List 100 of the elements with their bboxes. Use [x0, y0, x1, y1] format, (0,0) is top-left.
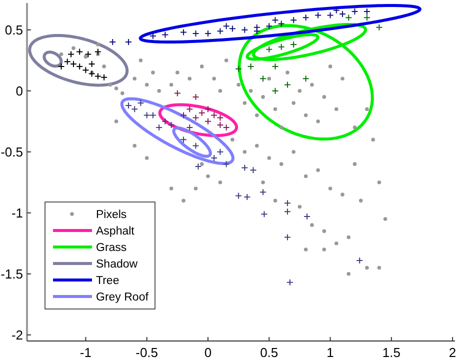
y-tick-label: -1.5 [0, 266, 23, 282]
point [204, 30, 212, 38]
point [241, 164, 248, 172]
point [204, 106, 212, 113]
point [180, 112, 188, 119]
point [278, 20, 285, 28]
point [68, 50, 75, 58]
point [235, 65, 242, 72]
point [284, 208, 291, 216]
point [290, 16, 298, 24]
y-tick-label: 0 [16, 83, 23, 98]
point [149, 112, 156, 119]
point [180, 28, 188, 36]
point [286, 278, 294, 286]
point [109, 38, 116, 46]
point [94, 72, 102, 80]
point [332, 6, 340, 14]
point [253, 28, 260, 35]
x-tick-label: 1 [326, 345, 334, 360]
legend-label: Pixels [96, 209, 127, 221]
point [192, 30, 200, 38]
point [284, 234, 291, 241]
point [143, 112, 150, 119]
point [194, 163, 202, 170]
point [314, 12, 322, 19]
x-tick-label: 0.5 [260, 345, 278, 360]
point [64, 58, 71, 66]
point [290, 40, 298, 48]
point [272, 62, 279, 70]
point [304, 213, 311, 220]
point [84, 50, 92, 58]
y-tick-label: 0.5 [4, 22, 23, 38]
point [100, 74, 108, 81]
point [76, 48, 84, 56]
point [363, 14, 370, 22]
point [247, 62, 254, 70]
point [88, 70, 96, 78]
y-tick-label: -1 [11, 205, 23, 220]
point [174, 90, 181, 97]
legend-label: Tree [96, 275, 120, 287]
point [216, 28, 224, 35]
x-tick-label: 2 [448, 345, 456, 360]
point [216, 114, 224, 122]
point [124, 102, 132, 109]
point [76, 62, 84, 70]
legend-label: Shadow [96, 258, 138, 270]
point [260, 188, 267, 196]
point [345, 14, 352, 22]
x-tick-label: -0.5 [136, 345, 158, 360]
point [168, 122, 175, 129]
point [222, 160, 230, 168]
point [278, 43, 285, 50]
point [241, 26, 248, 34]
point [192, 114, 200, 122]
point [284, 81, 291, 88]
point [186, 124, 194, 131]
legend-label: Grass [96, 242, 127, 254]
point [253, 24, 260, 31]
point [216, 122, 224, 129]
point [338, 10, 346, 18]
point [88, 60, 96, 68]
point [266, 46, 273, 53]
point [162, 31, 169, 38]
point [272, 16, 279, 24]
x-tick-label: 0 [204, 345, 212, 360]
point [244, 194, 251, 201]
point [228, 25, 236, 32]
point [376, 24, 383, 31]
point [351, 8, 358, 16]
x-tick-label: -1 [80, 345, 92, 360]
legend-label: Asphalt [96, 226, 136, 238]
point [180, 136, 188, 144]
point [260, 210, 268, 218]
point [204, 118, 212, 125]
legend-label: Grey Roof [96, 292, 150, 304]
point [82, 66, 90, 74]
point [131, 106, 138, 113]
point [149, 32, 156, 40]
point [124, 38, 132, 46]
point [302, 75, 310, 82]
point [235, 192, 242, 200]
point [284, 200, 291, 207]
point [70, 60, 77, 68]
point [260, 75, 267, 82]
y-tick-label: -0.5 [0, 144, 23, 160]
point [250, 166, 257, 174]
point [58, 62, 65, 70]
point [272, 87, 279, 94]
point [216, 148, 224, 156]
point [222, 22, 230, 30]
point [326, 12, 334, 19]
point [356, 256, 364, 264]
point [94, 48, 102, 56]
y-tick-label: -2 [11, 327, 23, 342]
point [210, 112, 218, 119]
point [210, 154, 218, 162]
point [222, 124, 230, 131]
point [198, 109, 206, 116]
point [137, 100, 144, 107]
point [192, 142, 200, 150]
